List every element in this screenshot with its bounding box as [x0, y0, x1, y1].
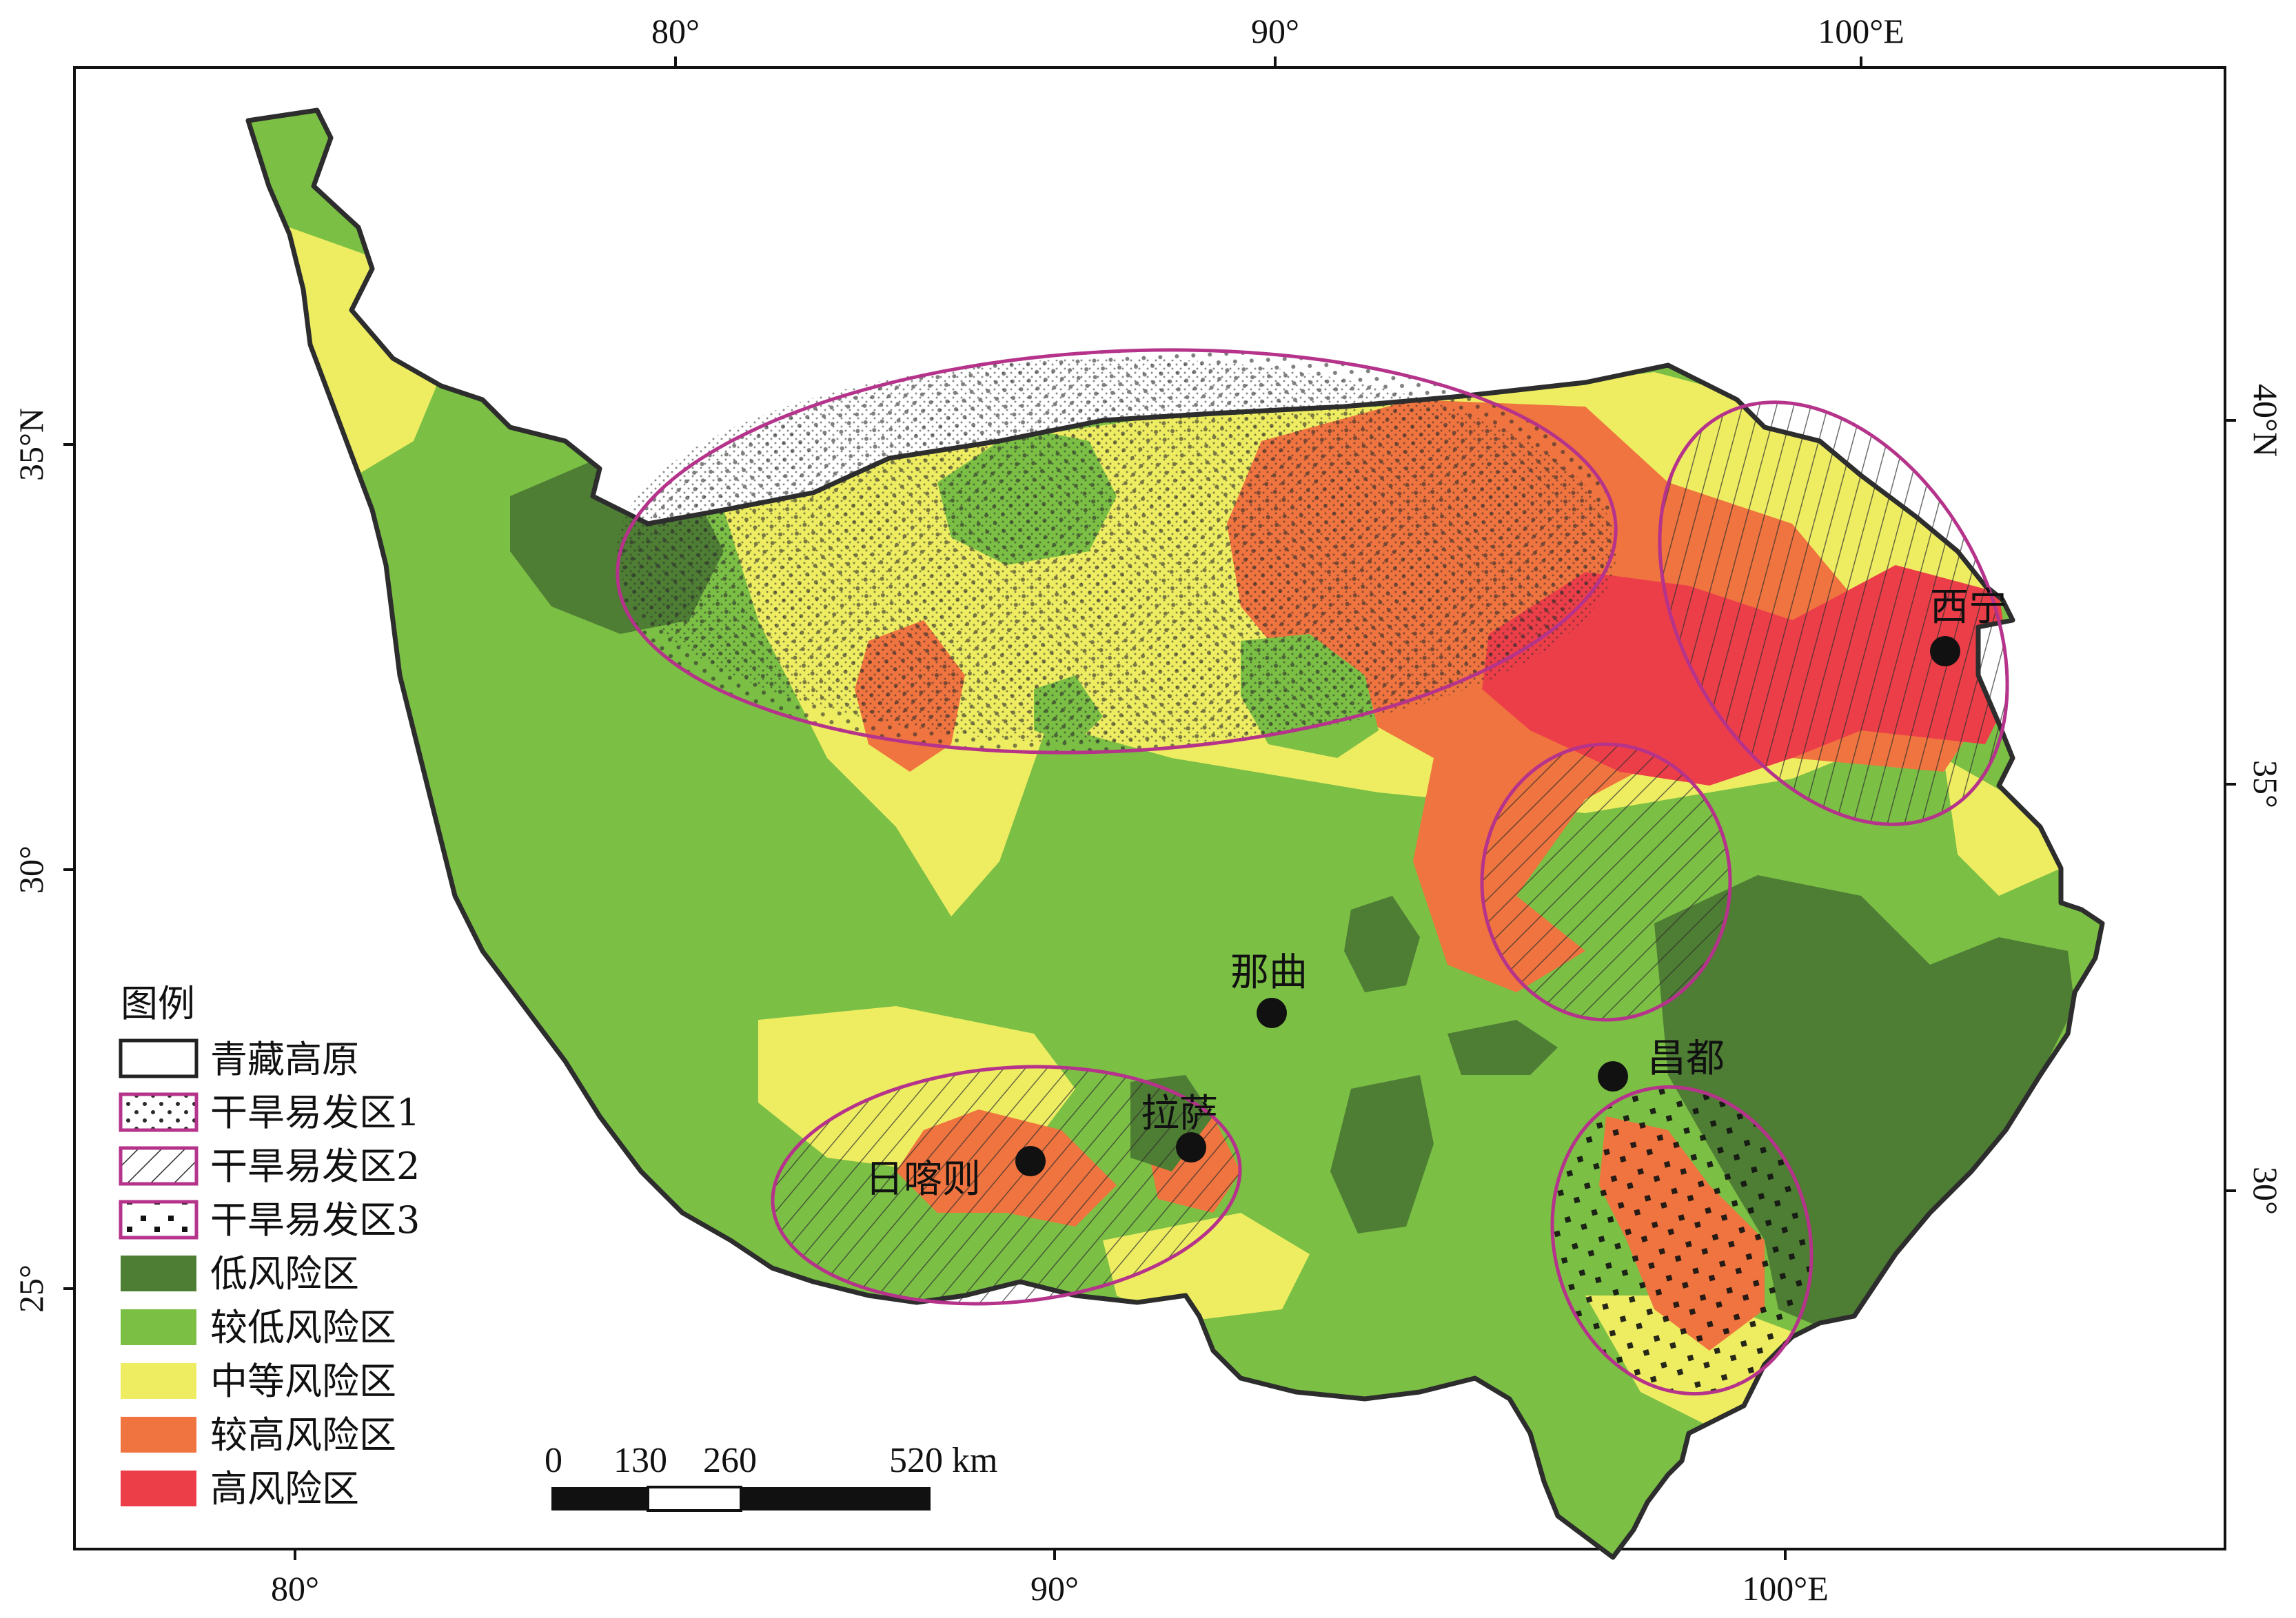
legend-swatch: [119, 1200, 199, 1240]
legend-swatch: [119, 1146, 199, 1186]
city-label: 昌都: [1647, 1036, 1725, 1081]
zone-low-south-2: [1447, 1020, 1558, 1075]
legend-label: 较高风险区: [210, 1413, 396, 1457]
legend: 图例 青藏高原 干旱易发区1 干旱易发区2 干旱易发区3 低风险区 较低风险区 …: [119, 982, 420, 1511]
legend-item-plateau: 青藏高原: [119, 1038, 359, 1081]
legend-swatch: [119, 1092, 199, 1132]
legend-item-zone2: 干旱易发区2: [119, 1145, 420, 1188]
legend-item-high: 高风险区: [121, 1467, 359, 1511]
city-label: 日喀则: [865, 1157, 981, 1202]
city-marker: [1176, 1132, 1206, 1163]
legend-item-zone1: 干旱易发区1: [119, 1091, 420, 1134]
bottom-axis-label-90: 90°: [1030, 1569, 1079, 1608]
city-nagqu: 那曲: [1230, 950, 1308, 1028]
city-marker: [1598, 1061, 1628, 1092]
left-axis-label-25: 25°: [12, 1264, 50, 1313]
legend-swatch: [121, 1363, 196, 1399]
left-axis-label-35n: 35°N: [12, 408, 50, 481]
legend-label: 中等风险区: [210, 1360, 396, 1403]
legend-label: 低风险区: [210, 1252, 359, 1296]
frame-ticks: [63, 57, 2236, 1560]
drought-zone-2: [771, 400, 2009, 1306]
zone-medium-east: [1944, 758, 2061, 896]
city-label: 拉萨: [1141, 1092, 1218, 1136]
legend-title: 图例: [121, 982, 195, 1025]
legend-item-low: 低风险区: [121, 1252, 359, 1296]
legend-item-zone3: 干旱易发区3: [119, 1198, 420, 1242]
city-marker: [1930, 636, 1960, 666]
city-label: 西宁: [1930, 585, 2007, 630]
top-axis-label-80: 80°: [651, 12, 700, 50]
legend-label: 干旱易发区3: [210, 1198, 420, 1242]
scale-label-130: 130: [613, 1441, 667, 1480]
legend-label: 高风险区: [210, 1467, 359, 1511]
legend-swatch: [121, 1256, 196, 1291]
legend-swatch: [121, 1417, 196, 1453]
legend-item-lower: 较低风险区: [121, 1306, 396, 1349]
scale-label-0: 0: [545, 1441, 562, 1480]
legend-swatch: [121, 1471, 196, 1506]
top-axis-label-100e: 100°E: [1818, 12, 1904, 50]
legend-label: 青藏高原: [210, 1038, 359, 1081]
scale-segment-3: [741, 1487, 931, 1511]
legend-item-higher: 较高风险区: [121, 1413, 396, 1457]
zone-low-south-1: [1330, 1075, 1434, 1233]
scale-label-260: 260: [703, 1441, 757, 1480]
scale-label-520km: 520 km: [889, 1441, 997, 1480]
scale-segment-2: [647, 1486, 742, 1512]
right-axis-label-35: 35°: [2246, 760, 2285, 808]
top-axis-label-90: 90°: [1251, 12, 1299, 50]
city-label: 那曲: [1230, 950, 1308, 995]
city-lhasa: 拉萨: [1141, 1092, 1218, 1163]
zone-low-central: [1344, 896, 1420, 992]
drought-zone-1: [616, 348, 1618, 755]
left-axis-label-30: 30°: [12, 846, 50, 894]
city-xining: 西宁: [1930, 585, 2007, 666]
city-marker: [1015, 1146, 1046, 1176]
legend-item-medium: 中等风险区: [121, 1360, 396, 1403]
drought-zone-3: [1550, 1085, 1814, 1396]
scale-segment-1: [551, 1487, 648, 1511]
legend-swatch: [121, 1309, 196, 1345]
city-shigatse: 日喀则: [865, 1146, 1046, 1202]
bottom-axis-label-100e: 100°E: [1742, 1569, 1829, 1608]
legend-swatch: [119, 1038, 199, 1078]
right-axis-label-30: 30°: [2246, 1167, 2285, 1215]
legend-label: 干旱易发区2: [210, 1145, 420, 1188]
legend-label: 较低风险区: [210, 1306, 396, 1349]
right-axis-label-40n: 40°N: [2246, 384, 2285, 457]
city-marker: [1257, 998, 1287, 1028]
scale-bar: 0 130 260 520 km: [545, 1441, 997, 1512]
city-chamdo: 昌都: [1598, 1036, 1725, 1092]
bottom-axis-label-80: 80°: [271, 1569, 319, 1608]
legend-label: 干旱易发区1: [210, 1091, 420, 1134]
